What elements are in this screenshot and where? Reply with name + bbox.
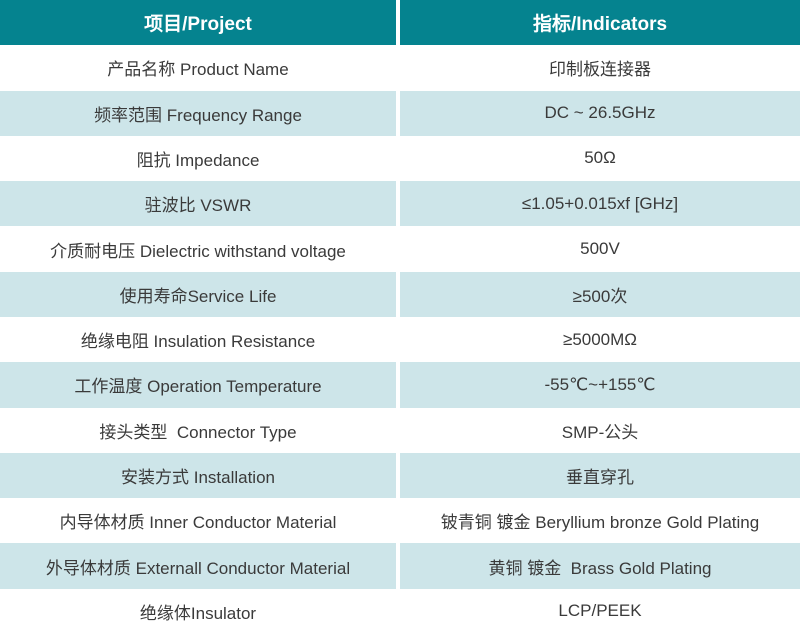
table-row: 内导体材质 Inner Conductor Material 铍青铜 镀金 Be… bbox=[0, 498, 800, 544]
header-indicators: 指标/Indicators bbox=[400, 0, 800, 46]
table-row: 绝缘电阻 Insulation Resistance ≥5000MΩ bbox=[0, 316, 800, 363]
table-row: 频率范围 Frequency Range DC ~ 26.5GHz bbox=[0, 90, 800, 136]
project-cell: 频率范围 Frequency Range bbox=[0, 90, 396, 136]
project-cell: 介质耐电压 Dielectric withstand voltage bbox=[0, 226, 396, 272]
project-cell: 内导体材质 Inner Conductor Material bbox=[0, 498, 396, 544]
table-row: 工作温度 Operation Temperature -55℃~+155℃ bbox=[0, 362, 800, 408]
table-header-row: 项目/Project 指标/Indicators bbox=[0, 0, 800, 46]
table-row: 绝缘体Insulator LCP/PEEK bbox=[0, 588, 800, 634]
table-row: 接头类型 Connector Type SMP-公头 bbox=[0, 407, 800, 453]
project-cell: 安装方式 Installation bbox=[0, 452, 396, 499]
project-cell: 使用寿命Service Life bbox=[0, 271, 396, 317]
project-cell: 接头类型 Connector Type bbox=[0, 407, 396, 453]
project-cell: 绝缘体Insulator bbox=[0, 588, 396, 634]
indicator-cell: SMP-公头 bbox=[400, 407, 800, 453]
project-cell: 产品名称 Product Name bbox=[0, 45, 396, 91]
table-row: 使用寿命Service Life ≥500次 bbox=[0, 271, 800, 317]
indicator-cell: ≤1.05+0.015xf [GHz] bbox=[400, 181, 800, 227]
table-row: 安装方式 Installation 垂直穿孔 bbox=[0, 452, 800, 499]
project-cell: 驻波比 VSWR bbox=[0, 181, 396, 227]
project-cell: 绝缘电阻 Insulation Resistance bbox=[0, 316, 396, 363]
indicator-cell: 垂直穿孔 bbox=[400, 452, 800, 499]
table-row: 产品名称 Product Name 印制板连接器 bbox=[0, 45, 800, 91]
indicator-cell: ≥5000MΩ bbox=[400, 316, 800, 363]
table-row: 介质耐电压 Dielectric withstand voltage 500V bbox=[0, 226, 800, 272]
indicator-cell: ≥500次 bbox=[400, 271, 800, 317]
indicator-cell: 500V bbox=[400, 226, 800, 272]
project-cell: 阻抗 Impedance bbox=[0, 135, 396, 182]
indicator-cell: 印制板连接器 bbox=[400, 45, 800, 91]
indicator-cell: 铍青铜 镀金 Beryllium bronze Gold Plating bbox=[400, 498, 800, 544]
table-row: 驻波比 VSWR ≤1.05+0.015xf [GHz] bbox=[0, 181, 800, 227]
project-cell: 工作温度 Operation Temperature bbox=[0, 362, 396, 408]
indicator-cell: 50Ω bbox=[400, 135, 800, 182]
project-cell: 外导体材质 Externall Conductor Material bbox=[0, 543, 396, 589]
indicator-cell: DC ~ 26.5GHz bbox=[400, 90, 800, 136]
table-row: 外导体材质 Externall Conductor Material 黄铜 镀金… bbox=[0, 543, 800, 589]
indicator-cell: -55℃~+155℃ bbox=[400, 362, 800, 408]
table-row: 阻抗 Impedance 50Ω bbox=[0, 135, 800, 182]
indicator-cell: LCP/PEEK bbox=[400, 588, 800, 634]
indicator-cell: 黄铜 镀金 Brass Gold Plating bbox=[400, 543, 800, 589]
header-project: 项目/Project bbox=[0, 0, 396, 46]
